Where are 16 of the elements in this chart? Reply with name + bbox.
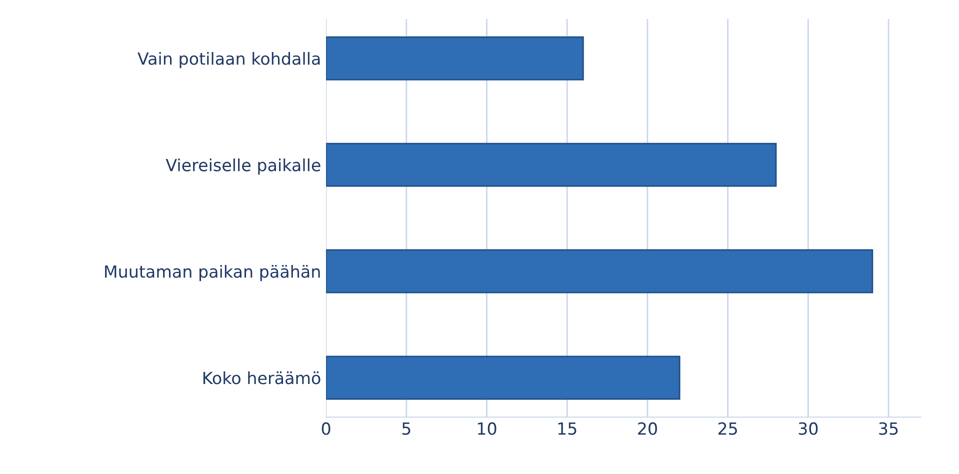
x-tick-label: 15 [558, 422, 576, 435]
x-tick-label: 0 [322, 422, 330, 435]
bar [326, 356, 680, 400]
y-tick-label: Viereiselle paikalle [166, 158, 320, 175]
x-tick-label: 35 [879, 422, 898, 435]
bar [326, 249, 874, 294]
x-tick-label: 25 [718, 422, 737, 435]
x-tick-label: 10 [478, 422, 496, 435]
x-tick-label: 20 [638, 422, 657, 435]
bar [326, 142, 777, 187]
y-tick-label: Muutaman paikan päähän [105, 264, 320, 282]
x-tick-label: 5 [402, 422, 410, 435]
bar [326, 36, 584, 80]
y-tick-label: Vain potilaan kohdalla [138, 52, 320, 68]
y-tick-label: Koko heräämö [203, 371, 320, 384]
x-tick-label: 30 [798, 422, 818, 435]
